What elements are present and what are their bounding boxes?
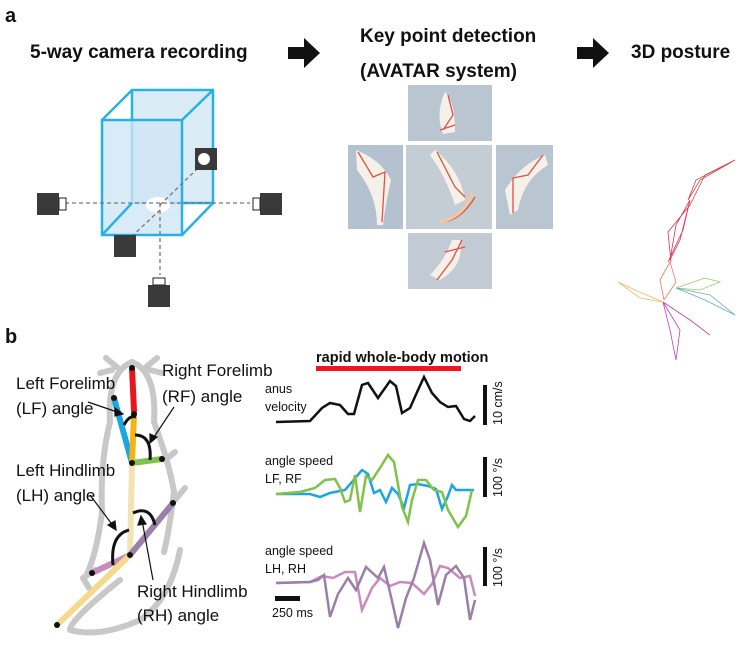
hind-label-line1: angle speed xyxy=(265,544,333,558)
camera-right-icon xyxy=(260,193,282,215)
head-segment xyxy=(129,365,137,414)
camera-icons xyxy=(37,148,282,307)
fore-scale-bar xyxy=(483,457,487,497)
rh-label-line2: (RH) angle xyxy=(137,606,219,625)
view-left xyxy=(348,145,403,229)
arrow-right-icon xyxy=(577,38,609,68)
step-camera-recording-title: 5-way camera recording xyxy=(30,42,248,63)
hind-scale-label: 100 °/s xyxy=(491,548,505,587)
camera-left-icon xyxy=(37,193,59,215)
annotation-arrows xyxy=(87,401,175,581)
neck-segment xyxy=(129,411,137,466)
tail-segment xyxy=(54,552,133,628)
camera-bottom-icon xyxy=(148,285,170,307)
lf-angle-arc xyxy=(122,415,137,426)
rf-angle-speed-trace xyxy=(275,452,474,530)
rf-label-line1: Right Forelimb xyxy=(162,361,273,380)
fore-scale-label: 100 °/s xyxy=(491,458,505,497)
lf-angle-speed-trace xyxy=(276,468,474,513)
view-bottom xyxy=(408,233,492,289)
rat-skeleton xyxy=(54,365,176,628)
arrow-right-icon xyxy=(288,38,320,68)
step-3d-posture-title: 3D posture xyxy=(631,42,730,63)
lh-label-line2: (LH) angle xyxy=(16,486,95,505)
rh-angle-arc xyxy=(132,509,157,526)
lh-angle-speed-trace xyxy=(275,564,477,615)
view-right xyxy=(496,145,553,229)
angle-arcs xyxy=(111,415,157,566)
recording-box xyxy=(65,88,250,275)
keypoints xyxy=(54,365,176,628)
velocity-label-line2: velocity xyxy=(265,400,307,414)
lf-label-line2: (LF) angle xyxy=(16,399,93,418)
view-top xyxy=(408,85,492,141)
camera-front-icon xyxy=(114,235,136,257)
fore-label-line2: LF, RF xyxy=(265,472,302,486)
motion-period-label: rapid whole-body motion xyxy=(316,350,488,366)
velocity-scale-label: 10 cm/s xyxy=(491,381,505,425)
hind-scale-bar xyxy=(483,547,487,586)
rh-angle-speed-trace xyxy=(275,538,477,629)
left-forelimb-segment xyxy=(111,395,135,466)
rf-angle-arc xyxy=(134,433,152,461)
velocity-scale-bar xyxy=(483,385,487,425)
step-keypoint-title-line2: (AVATAR system) xyxy=(360,61,517,82)
view-bottom-center xyxy=(406,145,492,229)
lf-label-line1: Left Forelimb xyxy=(16,374,115,393)
right-hindlimb-segment xyxy=(127,500,176,558)
lh-angle-arc xyxy=(111,528,130,566)
anus-velocity-trace xyxy=(275,374,476,424)
panel-b-label: b xyxy=(5,326,17,348)
rat-outline xyxy=(67,355,188,636)
motion-period-bar xyxy=(316,366,461,371)
3d-posture-skeleton xyxy=(617,159,736,361)
fore-label-line1: angle speed xyxy=(265,454,333,468)
rh-label-line1: Right Hindlimb xyxy=(137,582,248,601)
time-scale-bar xyxy=(275,596,300,601)
keypoint-image-grid xyxy=(348,85,553,289)
hind-label-line2: LH, RH xyxy=(265,562,306,576)
panel-a-label: a xyxy=(5,5,17,27)
mouse-icon xyxy=(146,197,170,213)
spine-segment xyxy=(127,460,135,558)
velocity-label-line1: anus xyxy=(265,382,292,396)
step-keypoint-title-line1: Key point detection xyxy=(360,26,536,47)
right-forelimb-segment xyxy=(129,456,165,466)
lh-label-line1: Left Hindlimb xyxy=(16,461,115,480)
time-scale-label: 250 ms xyxy=(272,606,313,620)
rf-label-line2: (RF) angle xyxy=(162,387,242,406)
